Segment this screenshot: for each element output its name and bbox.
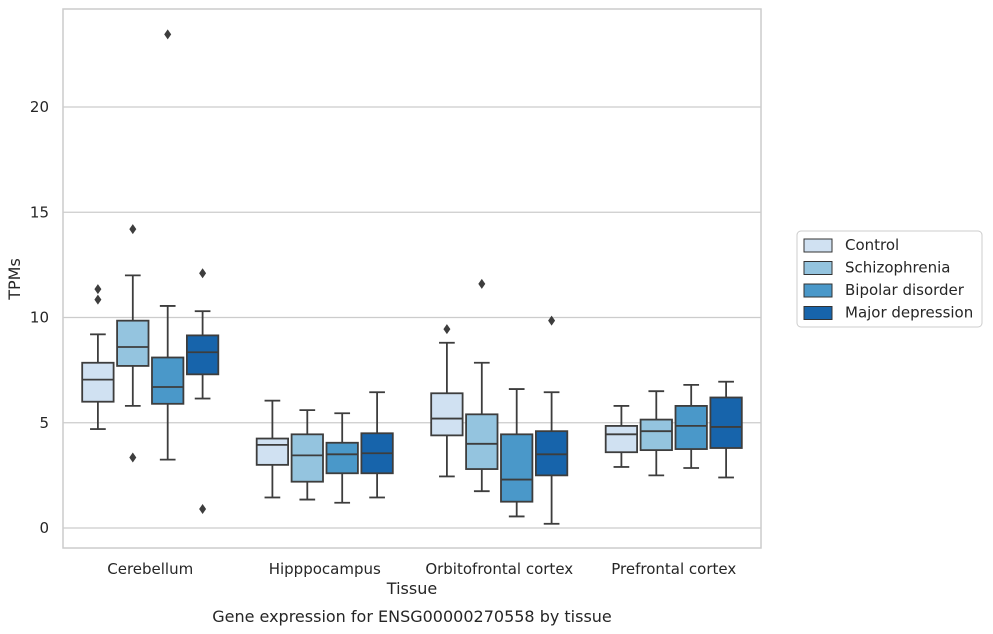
box-plot: [116, 224, 150, 463]
outlier-marker: [199, 504, 207, 515]
legend-swatch: [803, 238, 833, 253]
box-plot: [604, 405, 639, 468]
x-axis-title: Tissue: [386, 579, 437, 598]
box: [116, 319, 150, 367]
y-tick-label: 15: [30, 203, 49, 221]
y-tick-labels: 0 5 10 15 20: [30, 98, 49, 537]
chart-title: Gene expression for ENSG00000270558 by t…: [212, 607, 612, 626]
box-plot: [81, 284, 115, 430]
boxes: [81, 29, 743, 525]
box: [709, 396, 743, 449]
box: [465, 413, 499, 470]
box: [290, 433, 324, 483]
box-plot: [639, 390, 673, 477]
y-tick-label: 5: [39, 414, 49, 432]
legend-label: Control: [845, 236, 899, 254]
legend-swatch: [803, 283, 833, 298]
box-plot: [500, 388, 534, 518]
legend-label: Major depression: [845, 304, 973, 322]
box-plot: [185, 268, 220, 515]
box: [430, 392, 464, 437]
legend-label: Bipolar disorder: [845, 281, 965, 299]
box-plot: [430, 324, 464, 478]
box: [185, 334, 220, 376]
outlier-marker: [129, 224, 137, 235]
box: [81, 361, 115, 403]
box-plot: [255, 399, 290, 499]
box: [151, 356, 185, 405]
box: [534, 430, 569, 477]
box: [500, 433, 534, 503]
x-tick-label: Prefrontal cortex: [611, 560, 736, 578]
y-tick-label: 20: [30, 98, 49, 116]
x-tick-label: Cerebellum: [107, 560, 193, 578]
box-plot: [325, 412, 359, 504]
box-plot: [151, 29, 185, 461]
legend-swatch: [803, 306, 833, 320]
legend-entries: Control Schizophrenia Bipolar disorder Majo…: [803, 236, 973, 322]
y-tick-label: 10: [30, 309, 49, 327]
box: [325, 441, 359, 475]
legend-label: Schizophrenia: [845, 259, 950, 277]
plot-frame: [62, 8, 762, 549]
x-tick-labels: Cerebellum Hipppocampus Orbitofrontal cort…: [107, 560, 736, 578]
outlier-marker: [94, 284, 102, 295]
y-tick-label: 0: [39, 519, 49, 537]
legend-swatch: [803, 261, 833, 275]
box-plot: [360, 391, 394, 499]
y-axis-title: TPMs: [5, 258, 24, 301]
box-plot: [465, 278, 499, 493]
outlier-marker: [129, 452, 137, 463]
box-plot: [674, 383, 708, 469]
box: [604, 425, 639, 454]
box-plot: [534, 315, 569, 525]
legend: Control Schizophrenia Bipolar disorder Majo…: [796, 230, 983, 328]
outlier-marker: [199, 268, 207, 279]
x-tick-label: Hipppocampus: [269, 560, 381, 578]
legend-frame: [796, 230, 983, 328]
outlier-marker: [164, 29, 172, 40]
outlier-marker: [478, 278, 486, 289]
box: [674, 405, 708, 450]
box-plot: [709, 380, 743, 479]
outlier-marker: [94, 294, 102, 305]
box-plot: [290, 409, 324, 501]
box: [639, 418, 673, 452]
outlier-marker: [443, 324, 451, 335]
outlier-marker: [548, 315, 556, 326]
box: [255, 437, 290, 466]
x-tick-label: Orbitofrontal cortex: [425, 560, 573, 578]
